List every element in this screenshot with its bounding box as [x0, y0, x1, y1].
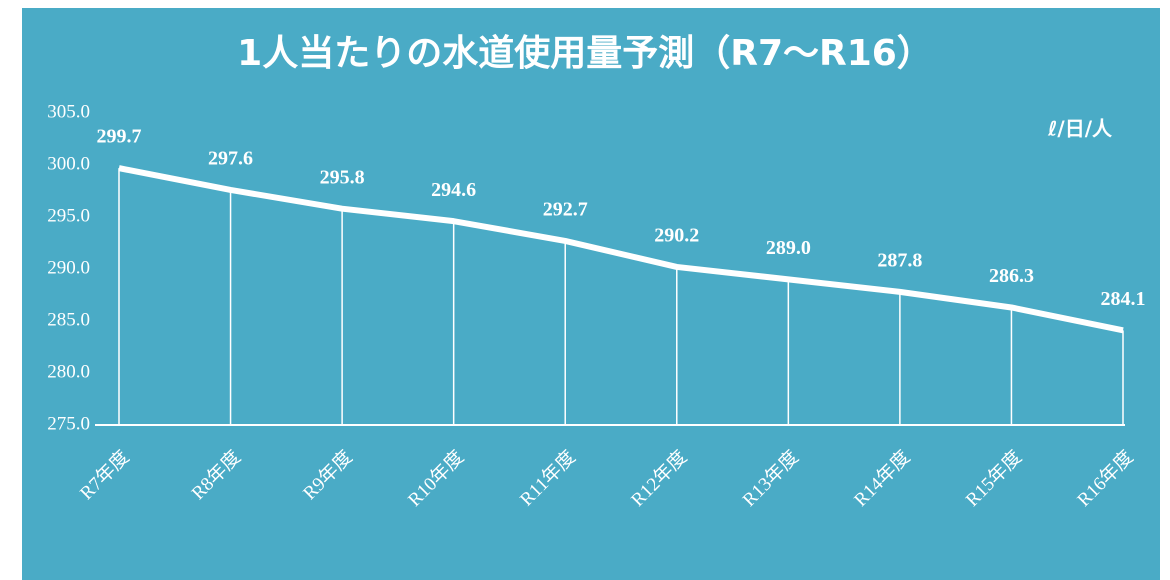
- y-tick-label: 285.0: [47, 309, 90, 330]
- y-tick-label: 290.0: [47, 257, 90, 278]
- data-label: 284.1: [1101, 288, 1146, 310]
- line: [118, 165, 1124, 334]
- data-label: 289.0: [766, 237, 811, 259]
- data-label: 295.8: [320, 166, 365, 188]
- background: [22, 8, 1160, 580]
- y-tick-label: 300.0: [47, 153, 90, 174]
- data-label: 286.3: [989, 265, 1034, 287]
- data-label: 287.8: [877, 249, 922, 271]
- data-label: 299.7: [97, 126, 142, 148]
- chart-title: 1人当たりの水道使用量予測（R7～R16）: [237, 33, 933, 74]
- y-tick-label: 280.0: [47, 361, 90, 382]
- data-label: 294.6: [431, 179, 476, 201]
- data-label: 297.6: [208, 148, 253, 170]
- y-tick-label: 275.0: [47, 413, 90, 434]
- y-tick-label: 295.0: [47, 205, 90, 226]
- y-tick-label: 305.0: [47, 101, 90, 122]
- data-label: 292.7: [543, 199, 588, 221]
- unit-label: ℓ/日/人: [1047, 117, 1113, 141]
- data-label: 290.2: [654, 225, 699, 247]
